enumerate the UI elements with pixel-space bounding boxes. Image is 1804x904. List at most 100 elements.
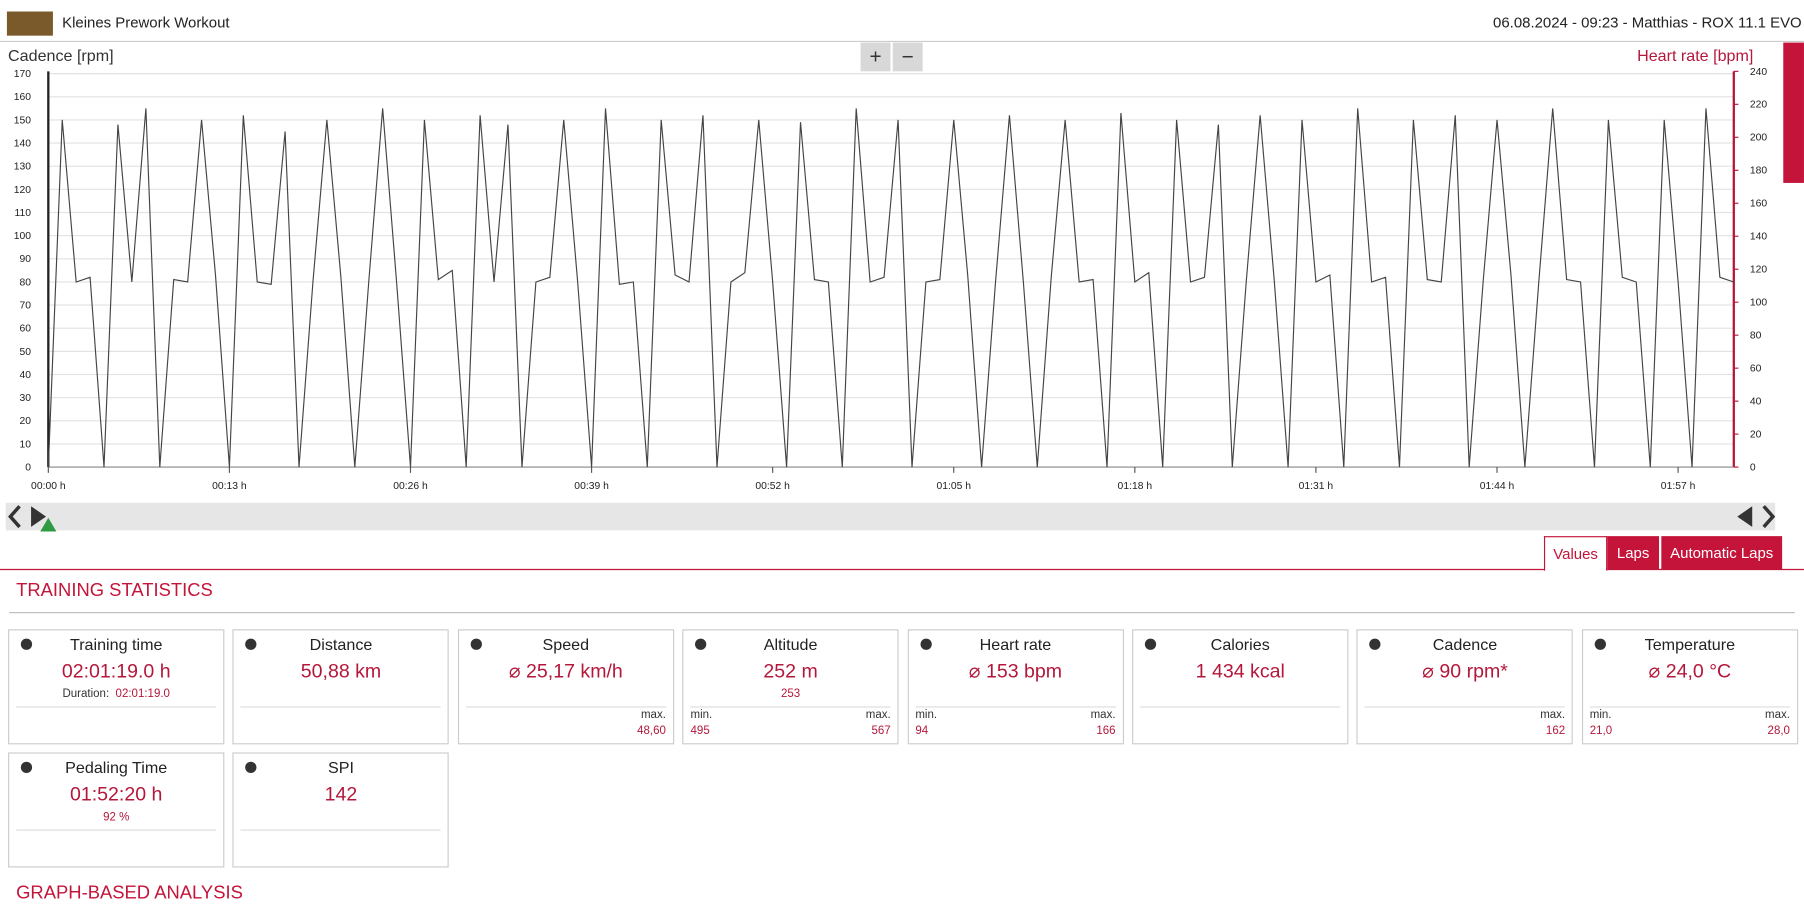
stat-icon xyxy=(1594,638,1606,650)
y2-tick-label: 100 xyxy=(1750,298,1768,309)
y-tick-label: 110 xyxy=(15,208,32,219)
stat-max-label: max. xyxy=(1540,708,1566,722)
stat-divider xyxy=(1140,706,1341,708)
position-marker[interactable] xyxy=(40,517,57,532)
stat-sub-value: 253 xyxy=(781,687,801,701)
stat-divider xyxy=(915,706,1116,708)
stat-value: 1 434 kcal xyxy=(1195,660,1285,683)
y-tick-label: 20 xyxy=(20,416,32,427)
stat-divider xyxy=(240,829,442,831)
stat-max-label: max. xyxy=(640,708,666,722)
zoom-out-label[interactable]: − xyxy=(902,45,914,68)
stat-title: Altitude xyxy=(763,635,818,654)
y-tick-label: 150 xyxy=(14,115,32,126)
cadence-line xyxy=(47,108,1734,468)
y2-tick-label: 0 xyxy=(1750,463,1756,474)
zoom-out-button[interactable] xyxy=(892,42,923,72)
section-title: GRAPH-BASED ANALYSIS xyxy=(16,883,243,904)
stat-icon xyxy=(245,761,257,774)
stat-max: 166 xyxy=(1096,724,1116,738)
workout-info: 06.08.2024 - 09:23 - Matthias - ROX 11.1… xyxy=(1493,15,1802,32)
y2-tick-label: 40 xyxy=(1750,397,1762,408)
x-tick-label: 01:05 h xyxy=(936,481,971,492)
y2-tick-label: 20 xyxy=(1750,430,1762,441)
stat-divider xyxy=(1589,706,1790,708)
y2-tick-label: 140 xyxy=(1750,232,1768,243)
scroll-left[interactable] xyxy=(8,505,21,529)
stat-icon xyxy=(20,761,33,774)
y-axis-title[interactable]: Cadence [rpm] xyxy=(8,47,114,65)
y2-tick-label: 120 xyxy=(1750,265,1768,276)
y-tick-label: 160 xyxy=(14,92,32,103)
stat-value: ⌀ 25,17 km/h xyxy=(508,660,623,683)
y-tick-label: 60 xyxy=(20,324,32,335)
stat-title: Pedaling Time xyxy=(65,758,168,777)
stat-divider xyxy=(16,829,217,831)
y-tick-label: 0 xyxy=(25,463,31,474)
x-tick-label: 00:39 h xyxy=(574,481,609,492)
x-tick-label: 01:31 h xyxy=(1299,481,1334,492)
y-tick-label: 130 xyxy=(14,162,32,173)
range-start-handle[interactable] xyxy=(31,506,47,527)
x-tick-label: 01:44 h xyxy=(1480,481,1515,492)
stat-min: 495 xyxy=(690,724,710,738)
y-tick-label: 50 xyxy=(20,347,32,358)
stat-min-label: min. xyxy=(1589,708,1612,722)
y-tick-label: 140 xyxy=(14,139,32,150)
stat-title: Calories xyxy=(1210,635,1270,654)
stat-title: Heart rate xyxy=(979,635,1052,654)
stat-divider xyxy=(690,706,891,708)
stat-card: Speed ⌀ 25,17 km/h max. 48,60 xyxy=(457,629,674,745)
stat-icon xyxy=(695,638,707,650)
stat-value: 02:01:19.0 h xyxy=(61,660,171,683)
stat-icon xyxy=(920,638,932,650)
y2-tick-label: 160 xyxy=(1750,199,1768,210)
zoom-in-label[interactable]: + xyxy=(869,45,881,68)
stat-max: 48,60 xyxy=(637,724,666,738)
stat-card: Pedaling Time 01:52:20 h 92 % xyxy=(8,752,225,868)
stat-sub: 92 % xyxy=(9,811,223,824)
section-title: TRAINING STATISTICS xyxy=(16,581,213,601)
stat-divider xyxy=(16,706,217,708)
stat-title: Speed xyxy=(542,635,590,654)
y-tick-label: 90 xyxy=(20,254,32,265)
stat-title: Training time xyxy=(69,635,163,654)
stat-icon xyxy=(245,638,257,650)
scrollbar[interactable] xyxy=(5,502,1776,531)
stat-divider xyxy=(240,706,442,708)
y-tick-label: 80 xyxy=(20,277,32,288)
zoom-in-button[interactable] xyxy=(860,42,891,72)
stat-min: 21,0 xyxy=(1589,724,1613,738)
y-tick-label: 10 xyxy=(20,439,32,450)
stat-card: SPI 142 xyxy=(232,752,450,868)
y-tick-label: 30 xyxy=(20,393,32,404)
side-toolbar[interactable] xyxy=(1783,42,1804,183)
stat-value: ⌀ 90 rpm* xyxy=(1422,660,1508,683)
tab-laps[interactable]: Laps xyxy=(1607,536,1660,570)
y2-axis-title[interactable]: Heart rate [bpm] xyxy=(1637,47,1753,65)
stat-max-label: max. xyxy=(865,708,891,722)
stat-icon xyxy=(1369,638,1381,650)
stat-max: 162 xyxy=(1545,724,1566,738)
tab-automatic-laps[interactable]: Automatic Laps xyxy=(1661,536,1783,570)
stat-min: 94 xyxy=(915,724,929,738)
tab-values[interactable]: Values xyxy=(1543,536,1608,571)
y2-tick-label: 220 xyxy=(1750,100,1768,111)
y-tick-label: 100 xyxy=(14,231,32,242)
scroll-right[interactable] xyxy=(1762,505,1776,529)
stat-card: Heart rate ⌀ 153 bpm min. 94 max. 166 xyxy=(907,629,1124,745)
range-end-handle[interactable] xyxy=(1737,506,1753,527)
stat-card: Altitude 252 m 253 min. 495 max. 567 xyxy=(682,629,899,745)
stat-divider xyxy=(465,706,666,708)
stat-title: Distance xyxy=(309,635,373,654)
stat-title: Temperature xyxy=(1644,635,1736,654)
section-divider xyxy=(9,612,1795,614)
stat-sub-label: Duration: xyxy=(62,687,110,701)
stat-title: SPI xyxy=(328,758,354,777)
stat-card: Training time 02:01:19.0 h Duration: 02:01… xyxy=(8,629,225,745)
stat-sub: 253 xyxy=(684,688,898,701)
stat-max-label: max. xyxy=(1090,708,1116,722)
x-tick-label: 01:57 h xyxy=(1661,481,1696,492)
